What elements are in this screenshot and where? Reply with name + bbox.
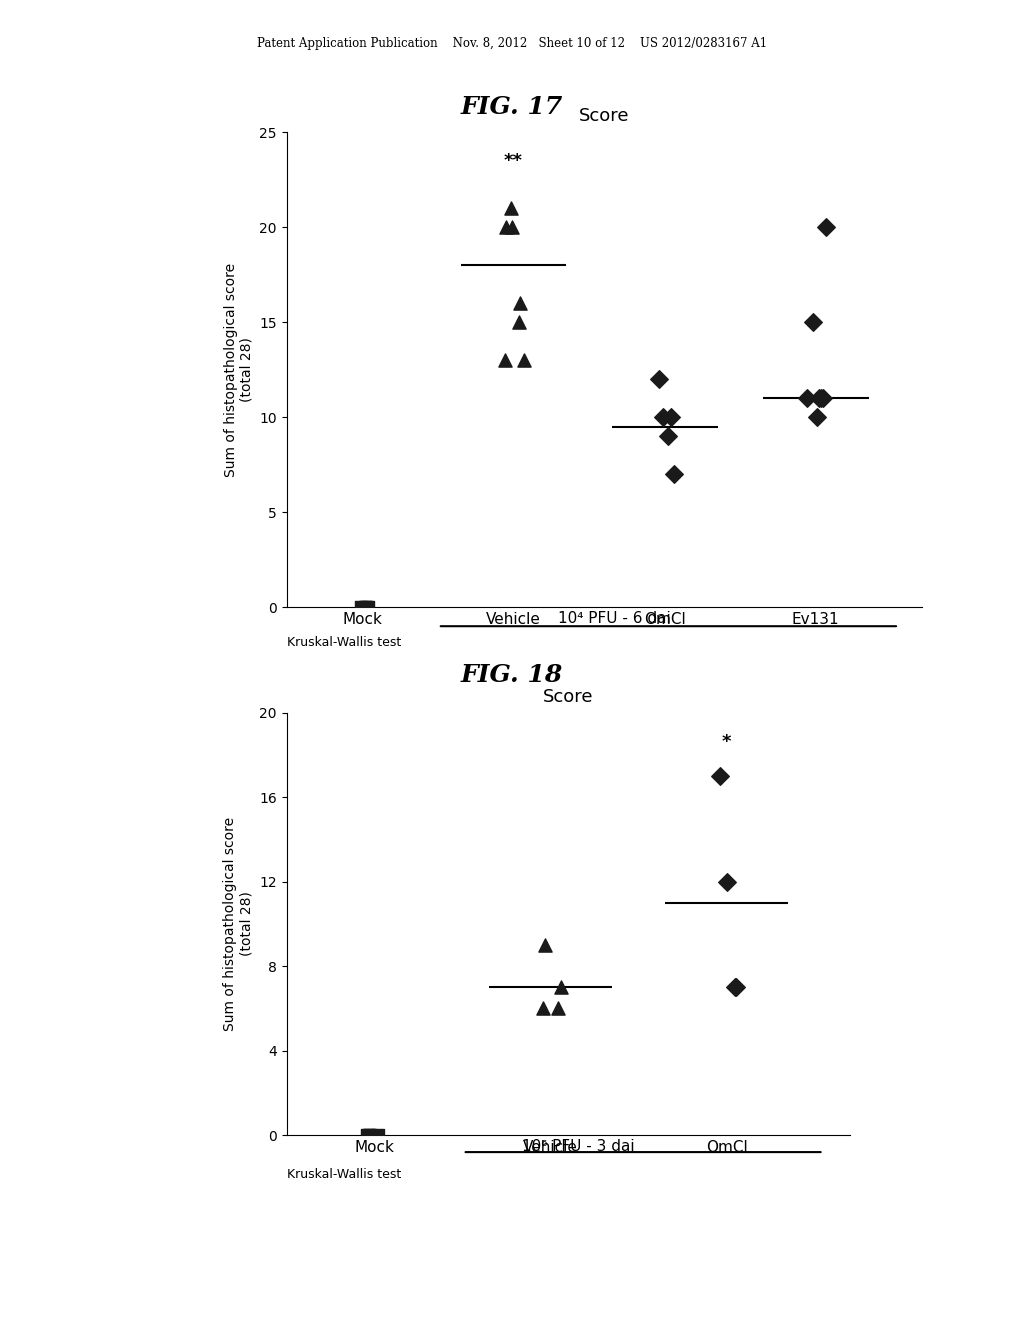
Point — [728, 977, 744, 998]
Point — [650, 368, 667, 389]
Point — [361, 1125, 378, 1146]
Point — [358, 1125, 375, 1146]
Y-axis label: Sum of histopathological score
(total 28): Sum of histopathological score (total 28… — [223, 263, 254, 477]
Point — [799, 388, 815, 409]
Text: *: * — [722, 733, 731, 751]
Point — [659, 425, 676, 446]
Point — [664, 407, 680, 428]
Point — [511, 293, 527, 314]
Point — [817, 216, 834, 238]
Point — [361, 1125, 378, 1146]
Point — [726, 977, 742, 998]
Point — [719, 871, 735, 892]
Point — [358, 597, 375, 618]
Text: Kruskal-Wallis test: Kruskal-Wallis test — [287, 1168, 401, 1181]
Point — [666, 463, 682, 484]
Point — [359, 597, 376, 618]
Text: **: ** — [504, 152, 523, 170]
Point — [655, 407, 672, 428]
Point — [515, 350, 531, 371]
Point — [553, 977, 569, 998]
Text: 10⁶ PFU - 3 dai: 10⁶ PFU - 3 dai — [522, 1139, 635, 1154]
Title: Score: Score — [543, 688, 594, 706]
Point — [813, 388, 829, 409]
Point — [357, 597, 374, 618]
Title: Score: Score — [579, 107, 630, 125]
Point — [809, 407, 825, 428]
Y-axis label: Sum of histopathological score
(total 28): Sum of histopathological score (total 28… — [223, 817, 254, 1031]
Point — [537, 935, 553, 956]
Point — [503, 198, 519, 219]
Point — [353, 597, 370, 618]
Point — [504, 216, 520, 238]
Text: FIG. 17: FIG. 17 — [461, 95, 563, 119]
Point — [370, 1125, 386, 1146]
Text: FIG. 18: FIG. 18 — [461, 663, 563, 686]
Point — [814, 388, 830, 409]
Text: Kruskal-Wallis test: Kruskal-Wallis test — [287, 636, 401, 649]
Point — [810, 388, 826, 409]
Point — [550, 998, 566, 1019]
Point — [805, 312, 821, 333]
Point — [535, 998, 551, 1019]
Text: 10⁴ PFU - 6 dai: 10⁴ PFU - 6 dai — [558, 611, 671, 626]
Text: Patent Application Publication    Nov. 8, 2012   Sheet 10 of 12    US 2012/02831: Patent Application Publication Nov. 8, 2… — [257, 37, 767, 50]
Point — [713, 766, 729, 787]
Point — [497, 350, 513, 371]
Point — [511, 312, 527, 333]
Point — [498, 216, 514, 238]
